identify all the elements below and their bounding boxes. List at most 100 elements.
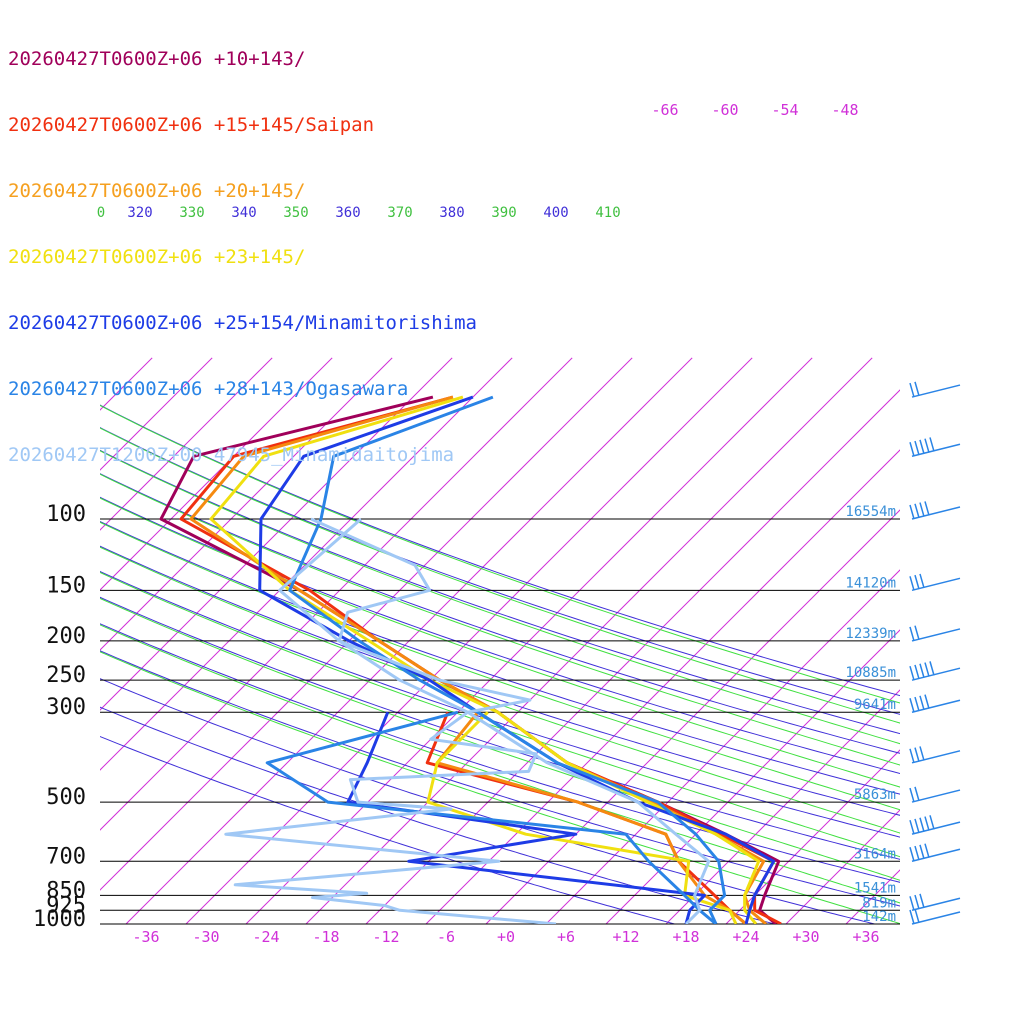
wind-barb-staff: [911, 911, 961, 925]
temperature-tick-label: +6: [557, 928, 575, 946]
dry-adiabat-line: [100, 449, 900, 735]
legend-entry: 20260427T0600Z+06 +15+145/Saipan: [8, 114, 375, 136]
pressure-tick-label: 250: [46, 663, 86, 688]
isotherm-line: [100, 357, 513, 771]
temperature-tick-label: +0: [497, 928, 515, 946]
dry-adiabat-line: [100, 650, 900, 907]
wind-barb-staff: [911, 628, 961, 642]
temperature-profile-line: [288, 395, 727, 924]
wind-barb-feather: [914, 845, 920, 861]
wind-barb-feather: [919, 844, 925, 860]
pressure-tick-label: 850: [46, 878, 86, 903]
wind-barb-feather: [909, 576, 915, 591]
theta-label: 400: [543, 205, 568, 221]
chart-legend: 20260427T0600Z+06 +10+143/ 20260427T0600…: [8, 4, 477, 488]
wind-barb-staff: [911, 506, 961, 520]
wind-barb-staff: [911, 667, 961, 681]
dry-adiabat-line: [100, 735, 677, 924]
theta-label: 340: [231, 205, 256, 221]
temperature-profile-line: [209, 395, 761, 924]
axis-labels: 100 16554m 150 14120m 200 12339m 250 10885m 300 9…: [33, 101, 896, 946]
isobar-lines: [100, 518, 900, 925]
temperature-tick-label: +24: [732, 928, 759, 946]
wind-barb-staff: [911, 789, 961, 803]
isotherm-line: [100, 357, 573, 831]
temperature-tick-label: +18: [672, 928, 699, 946]
isotherm-line: [545, 569, 900, 924]
moist-adiabat-line: [100, 546, 900, 834]
temperature-tick-label: -24: [252, 928, 279, 946]
isotherm-line: [365, 389, 900, 924]
wind-barb-feather: [919, 663, 925, 678]
height-label: 10885m: [845, 665, 896, 681]
wind-barb-feather: [909, 896, 915, 911]
height-label: 1541m: [854, 880, 896, 896]
pressure-tick-label: 700: [46, 844, 86, 869]
theta-label: 370: [387, 205, 412, 221]
dry-adiabat-line: [100, 520, 900, 795]
temperature-tick-label: -18: [312, 928, 339, 946]
dewpoint-profile-line: [346, 711, 707, 924]
dry-adiabat-line: [100, 427, 900, 715]
dewpoint-profile-line: [265, 710, 717, 924]
wind-barb-feather: [919, 502, 925, 517]
legend-entry: 20260427T0600Z+06 +28+143/Ogasawara: [8, 378, 409, 400]
theta-label: 380: [439, 205, 464, 221]
wind-barb-staff: [911, 443, 961, 457]
wind-barb-feather: [914, 818, 920, 834]
moist-adiabat-line: [100, 450, 900, 745]
temperature-tick-label: -12: [372, 928, 399, 946]
pressure-tick-label: 1000: [33, 907, 86, 932]
wind-barb-staff: [911, 848, 961, 862]
wind-barb-feather: [914, 625, 920, 640]
wind-barb-feather: [914, 664, 920, 680]
isotherm-line: [100, 357, 393, 651]
temperature-tick-label: +12: [612, 928, 639, 946]
wind-barb-staff: [911, 750, 961, 764]
wind-barb-feather: [914, 786, 920, 802]
legend-entry: 20260427T0600Z+06 +23+145/: [8, 246, 306, 268]
moist-adiabat-line: [100, 427, 900, 724]
wind-barb-feather: [929, 437, 935, 452]
wind-barb-feather: [914, 381, 920, 397]
temperature-tick-label: -54: [771, 101, 798, 119]
wind-barb-feather: [909, 382, 915, 398]
moist-adiabat-line: [100, 497, 900, 788]
wind-barb-feather: [909, 665, 915, 681]
height-label: 819m: [862, 895, 896, 911]
wind-barb-feather: [909, 819, 915, 835]
legend-entry: 20260427T0600Z+06 +25+154/Minamitorishim…: [8, 312, 477, 334]
wind-barb-feather: [914, 908, 920, 924]
pressure-tick-label: 925: [46, 893, 86, 918]
wind-barb-feather: [914, 696, 920, 712]
isotherm-line: [100, 357, 333, 591]
isotherm-line: [245, 357, 813, 924]
height-label: 5863m: [854, 787, 896, 803]
wind-barb-feather: [909, 626, 915, 642]
height-label: 12339m: [845, 626, 896, 642]
wind-barb-feather: [924, 501, 930, 516]
wind-barb-feather: [914, 503, 920, 519]
wind-barb-staff: [911, 384, 961, 398]
wind-barb-feather: [909, 504, 915, 520]
sounding-profiles: [159, 395, 782, 924]
isotherm-line: [785, 809, 900, 924]
legend-entry: 20260427T1200Z+00 47945_Minamidaitojima: [8, 444, 455, 466]
moist-adiabat-line: [100, 404, 900, 704]
wind-barb-feather: [919, 746, 925, 761]
wind-barb-feather: [924, 662, 930, 677]
wind-barb-feather: [909, 442, 915, 457]
wind-barb-feather: [924, 438, 930, 453]
legend-entry: 20260427T0600Z+06 +10+143/: [8, 48, 306, 70]
dewpoint-profile-line: [224, 517, 557, 924]
wind-barb-feather: [919, 893, 925, 909]
theta-label: 0: [97, 205, 105, 221]
height-label: 14120m: [845, 575, 896, 591]
legend-entry: 20260427T0600Z+06 +20+145/: [8, 180, 306, 202]
dewpoint-profile-line: [426, 711, 738, 924]
theta-label: 410: [595, 205, 620, 221]
wind-barb-feather: [909, 748, 915, 764]
pressure-tick-label: 150: [46, 573, 86, 598]
wind-barb-feather: [914, 894, 920, 910]
